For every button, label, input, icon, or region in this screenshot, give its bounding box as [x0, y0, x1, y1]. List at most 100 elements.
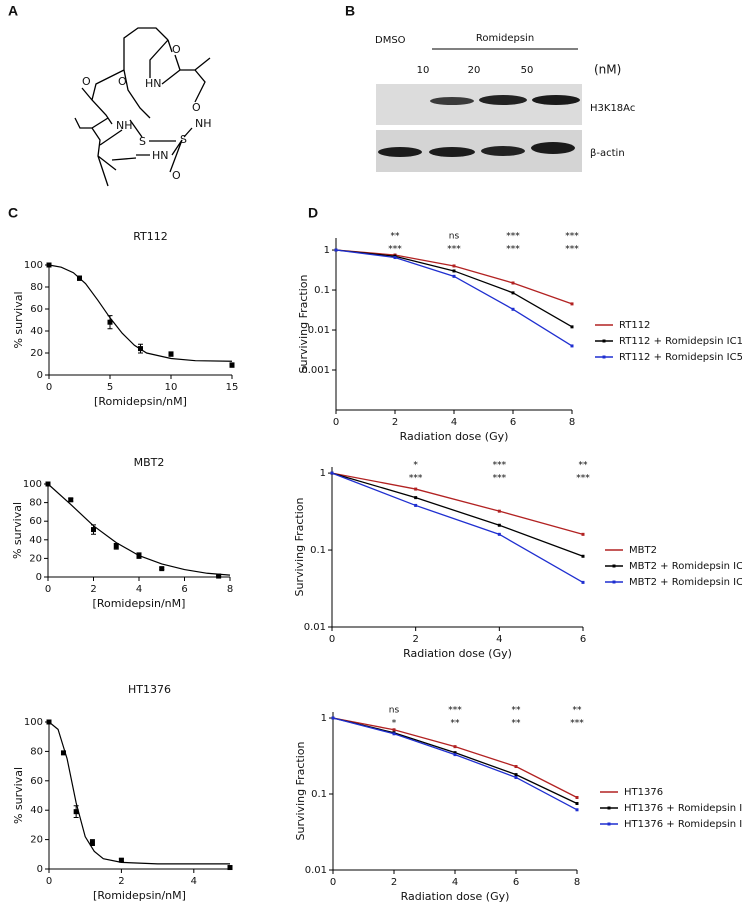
- legend-marker: [607, 806, 611, 810]
- data-point: [89, 840, 95, 846]
- y-tick-label: 100: [24, 260, 43, 271]
- unit-label: (nM): [594, 63, 621, 77]
- fit-curve: [48, 264, 233, 362]
- y-tick-label: 0.1: [310, 545, 326, 556]
- data-point: [216, 573, 222, 579]
- atom: HN: [145, 77, 162, 90]
- y-axis-label: Surviving Fraction: [297, 274, 310, 373]
- fit-curve: [47, 483, 231, 576]
- significance-label: ***: [493, 474, 507, 484]
- x-axis-label: Radiation dose (Gy): [401, 890, 510, 903]
- x-tick-label: 0: [46, 876, 52, 887]
- panel-label: B: [345, 3, 355, 19]
- x-axis-label: [Romidepsin/nM]: [93, 889, 186, 902]
- data-point: [453, 745, 457, 749]
- x-tick-label: 6: [181, 584, 187, 595]
- significance-label: ***: [565, 232, 579, 242]
- legend-marker: [602, 355, 606, 359]
- significance-label: **: [512, 706, 522, 716]
- y-tick-label: 0.01: [304, 622, 326, 633]
- y-tick-label: 40: [30, 326, 43, 337]
- data-point: [511, 291, 515, 295]
- panel-label: C: [8, 205, 18, 221]
- data-point: [91, 527, 96, 533]
- band: [429, 147, 475, 157]
- x-tick-label: 0: [329, 634, 335, 645]
- x-tick-label: 5: [107, 382, 113, 393]
- y-tick-label: 80: [30, 746, 43, 757]
- data-point: [575, 808, 579, 812]
- data-point: [581, 580, 585, 584]
- atom: O: [172, 169, 181, 182]
- x-tick-label: 4: [496, 634, 502, 645]
- legend-label: MBT2 + Romidepsin IC50: [629, 577, 742, 588]
- legend-label: HT1376: [624, 787, 663, 798]
- significance-label: ***: [576, 474, 590, 484]
- data-point: [514, 773, 518, 777]
- row-label: β-actin: [590, 148, 625, 159]
- x-axis-label: Radiation dose (Gy): [403, 647, 512, 660]
- x-tick-label: 2: [391, 877, 397, 888]
- x-tick-label: 0: [45, 584, 51, 595]
- data-point: [570, 325, 574, 329]
- y-tick-label: 1: [320, 468, 326, 479]
- fit-curve: [48, 721, 230, 865]
- x-tick-label: 6: [580, 634, 586, 645]
- legend-label: RT112 + Romidepsin IC10: [619, 336, 742, 347]
- data-point: [514, 775, 518, 779]
- chart-title: RT112: [133, 230, 168, 243]
- x-tick-label: 0: [46, 382, 52, 393]
- y-tick-label: 60: [30, 304, 43, 315]
- x-tick-label: 8: [574, 877, 580, 888]
- significance-label: ***: [565, 245, 579, 255]
- y-tick-label: 0: [37, 370, 43, 381]
- significance-label: **: [573, 706, 583, 716]
- dose-label: 10: [417, 65, 430, 76]
- data-point: [452, 274, 456, 278]
- y-tick-label: 0: [37, 864, 43, 875]
- data-point: [330, 471, 334, 475]
- x-tick-label: 6: [510, 417, 516, 428]
- legend-marker: [612, 580, 616, 584]
- y-tick-label: 20: [30, 348, 43, 359]
- data-point: [107, 319, 113, 325]
- x-tick-label: 2: [90, 584, 96, 595]
- band: [532, 95, 580, 105]
- y-tick-label: 80: [30, 282, 43, 293]
- lane-label: DMSO: [375, 35, 406, 46]
- significance-label: ***: [448, 706, 462, 716]
- atom: O: [82, 75, 91, 88]
- y-tick-label: 0.01: [308, 325, 330, 336]
- x-tick-label: 4: [136, 584, 142, 595]
- data-point: [497, 523, 501, 527]
- data-point: [60, 750, 66, 756]
- data-point: [511, 307, 515, 311]
- significance-label: **: [391, 232, 401, 242]
- data-point: [392, 728, 396, 732]
- data-point: [414, 496, 418, 500]
- row-label: H3K18Ac: [590, 103, 635, 114]
- dose-label: 20: [468, 65, 481, 76]
- treatment-label: Romidepsin: [476, 33, 534, 44]
- y-tick-label: 0.001: [301, 365, 330, 376]
- data-point: [138, 346, 143, 352]
- significance-label: ***: [506, 232, 520, 242]
- x-tick-label: 10: [165, 382, 178, 393]
- x-tick-label: 4: [451, 417, 457, 428]
- data-point: [414, 487, 418, 491]
- x-tick-label: 2: [118, 876, 124, 887]
- x-tick-label: 8: [569, 417, 575, 428]
- data-point: [581, 532, 585, 536]
- data-point: [227, 865, 233, 871]
- atom: O: [192, 101, 201, 114]
- x-tick-label: 2: [392, 417, 398, 428]
- data-point: [497, 509, 501, 513]
- panel-label: D: [308, 205, 318, 221]
- legend-label: HT1376 + Romidepsin IC50: [624, 819, 742, 830]
- data-point: [393, 256, 397, 260]
- series-line: [331, 472, 584, 535]
- data-point: [168, 351, 174, 357]
- band: [430, 97, 474, 105]
- significance-label: ***: [570, 719, 584, 729]
